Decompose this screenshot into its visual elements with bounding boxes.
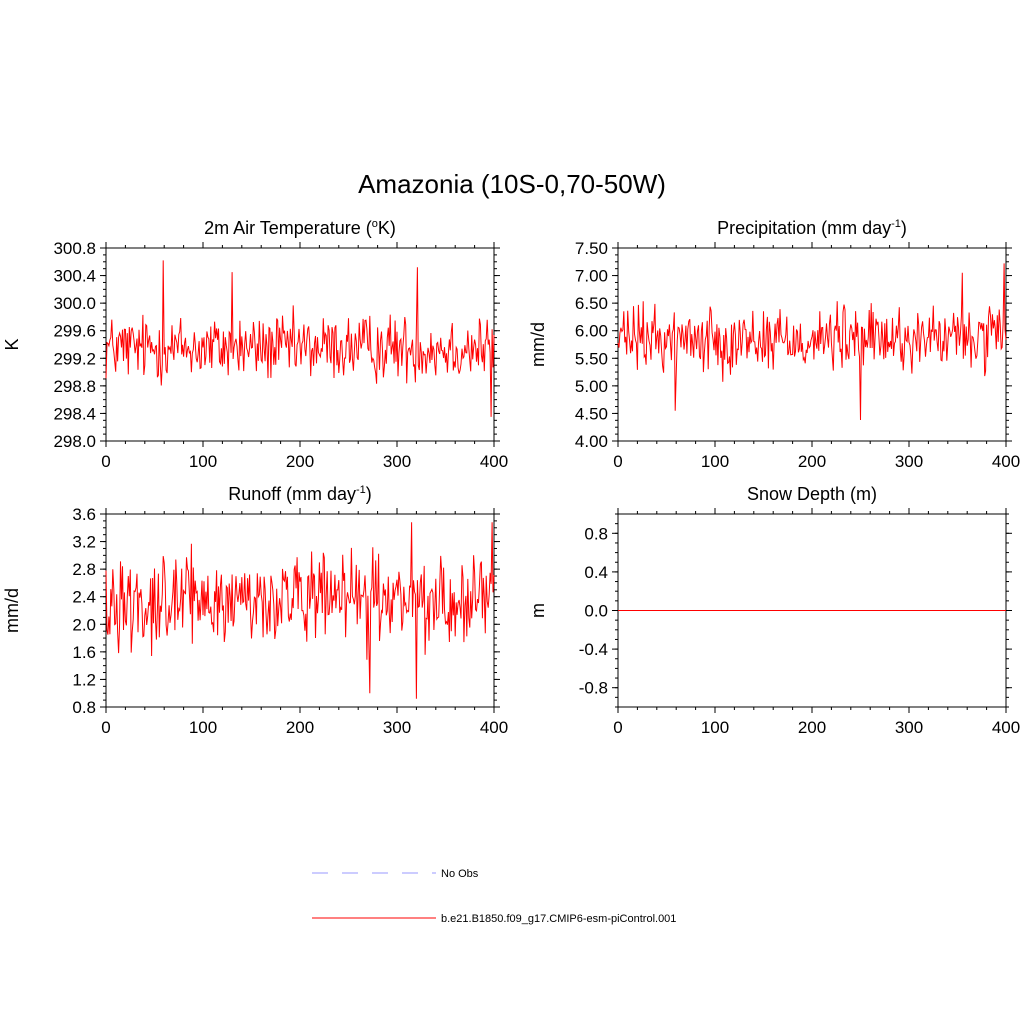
panels: 2m Air Temperature (oK) K 0 100 200 300 400 298… bbox=[2, 218, 1020, 737]
y-tick-label: 0.8 bbox=[584, 524, 608, 543]
y-tick-label: 6.00 bbox=[575, 322, 608, 341]
y-tick-label: -0.4 bbox=[579, 640, 608, 659]
x-tick-label: 0 bbox=[613, 452, 622, 471]
x-tick-label: 100 bbox=[189, 452, 217, 471]
x-tick-label: 400 bbox=[992, 718, 1020, 737]
y-tick-label: 300.4 bbox=[53, 267, 96, 286]
x-tick-label: 100 bbox=[189, 718, 217, 737]
panel-title-main: 2m Air Temperature ( bbox=[204, 218, 372, 238]
panel-title-end: ) bbox=[901, 218, 907, 238]
y-tick-label: 298.0 bbox=[53, 432, 96, 451]
y-tick-label: 3.2 bbox=[72, 533, 96, 552]
x-tick-label: 300 bbox=[383, 452, 411, 471]
legend-item-2: b.e21.B1850.f09_g17.CMIP6-esm-piControl.… bbox=[312, 913, 676, 925]
panel-title: Precipitation (mm day-1) bbox=[717, 218, 907, 238]
panel-title: Snow Depth (m) bbox=[747, 484, 877, 504]
y-tick-label: 0.4 bbox=[584, 563, 608, 582]
y-axis-label: m bbox=[528, 603, 548, 618]
panel-4: Snow Depth (m) m 0 100 200 300 400 -0.8 -0.4 0.0 0… bbox=[528, 484, 1020, 737]
x-tick-label: 400 bbox=[480, 452, 508, 471]
panel-title-sup: o bbox=[372, 218, 378, 230]
x-tick-label: 300 bbox=[895, 718, 923, 737]
y-tick-label: 4.00 bbox=[575, 432, 608, 451]
x-tick-label: 100 bbox=[701, 718, 729, 737]
panel-title-end: K) bbox=[378, 218, 396, 238]
figure-title: Amazonia (10S-0,70-50W) bbox=[358, 169, 666, 199]
x-tick-label: 100 bbox=[701, 452, 729, 471]
x-tick-label: 400 bbox=[992, 452, 1020, 471]
y-tick-label: 1.2 bbox=[72, 670, 96, 689]
y-tick-label: 5.50 bbox=[575, 349, 608, 368]
panel-title: 2m Air Temperature (oK) bbox=[204, 218, 396, 238]
panel-title-sup: -1 bbox=[891, 218, 901, 230]
y-tick-label: 7.00 bbox=[575, 267, 608, 286]
plot-frame bbox=[105, 513, 495, 708]
y-tick-label: 6.50 bbox=[575, 294, 608, 313]
series-line bbox=[617, 263, 1007, 421]
y-tick-label: 298.4 bbox=[53, 404, 96, 423]
y-axis-label: K bbox=[2, 338, 22, 350]
x-tick-label: 200 bbox=[286, 452, 314, 471]
y-tick-label: 299.6 bbox=[53, 322, 96, 341]
y-axis-label: mm/d bbox=[528, 322, 548, 367]
x-tick-label: 200 bbox=[798, 452, 826, 471]
x-tick-label: 0 bbox=[101, 452, 110, 471]
y-tick-label: 2.8 bbox=[72, 560, 96, 579]
panel-title-main: Snow Depth (m) bbox=[747, 484, 877, 504]
series-line bbox=[105, 522, 495, 699]
legend: No Obs b.e21.B1850.f09_g17.CMIP6-esm-piCo… bbox=[312, 868, 676, 925]
panel-title-sup: -1 bbox=[356, 484, 366, 496]
y-tick-label: 3.6 bbox=[72, 505, 96, 524]
y-tick-label: 2.0 bbox=[72, 615, 96, 634]
y-tick-label: 4.50 bbox=[575, 404, 608, 423]
y-tick-label: 300.0 bbox=[53, 294, 96, 313]
y-tick-label: 300.8 bbox=[53, 239, 96, 258]
x-tick-label: 400 bbox=[480, 718, 508, 737]
legend-label: No Obs bbox=[441, 868, 479, 880]
y-tick-label: 298.8 bbox=[53, 377, 96, 396]
y-tick-label: 2.4 bbox=[72, 588, 96, 607]
x-tick-label: 200 bbox=[798, 718, 826, 737]
x-tick-label: 300 bbox=[383, 718, 411, 737]
y-tick-label: -0.8 bbox=[579, 679, 608, 698]
y-tick-label: 1.6 bbox=[72, 643, 96, 662]
panel-title-end: ) bbox=[366, 484, 372, 504]
y-tick-label: 0.0 bbox=[584, 602, 608, 621]
legend-item-1: No Obs bbox=[312, 868, 479, 880]
panel-title-main: Precipitation (mm day bbox=[717, 218, 891, 238]
series-line bbox=[105, 260, 495, 417]
y-tick-label: 0.8 bbox=[72, 698, 96, 717]
panel-3: Runoff (mm day-1) mm/d 0 100 200 300 400 0.8 1.2… bbox=[2, 484, 508, 737]
x-tick-label: 200 bbox=[286, 718, 314, 737]
panel-title: Runoff (mm day-1) bbox=[228, 484, 372, 504]
x-tick-label: 300 bbox=[895, 452, 923, 471]
panel-title-main: Runoff (mm day bbox=[228, 484, 356, 504]
panel-2: Precipitation (mm day-1) mm/d 0 100 200 300 40… bbox=[528, 218, 1020, 471]
y-tick-label: 7.50 bbox=[575, 239, 608, 258]
panel-1: 2m Air Temperature (oK) K 0 100 200 300 400 298… bbox=[2, 218, 508, 471]
y-tick-label: 5.00 bbox=[575, 377, 608, 396]
x-tick-label: 0 bbox=[613, 718, 622, 737]
y-tick-label: 299.2 bbox=[53, 349, 96, 368]
x-tick-label: 0 bbox=[101, 718, 110, 737]
legend-label: b.e21.B1850.f09_g17.CMIP6-esm-piControl.… bbox=[441, 913, 676, 925]
y-axis-label: mm/d bbox=[2, 588, 22, 633]
